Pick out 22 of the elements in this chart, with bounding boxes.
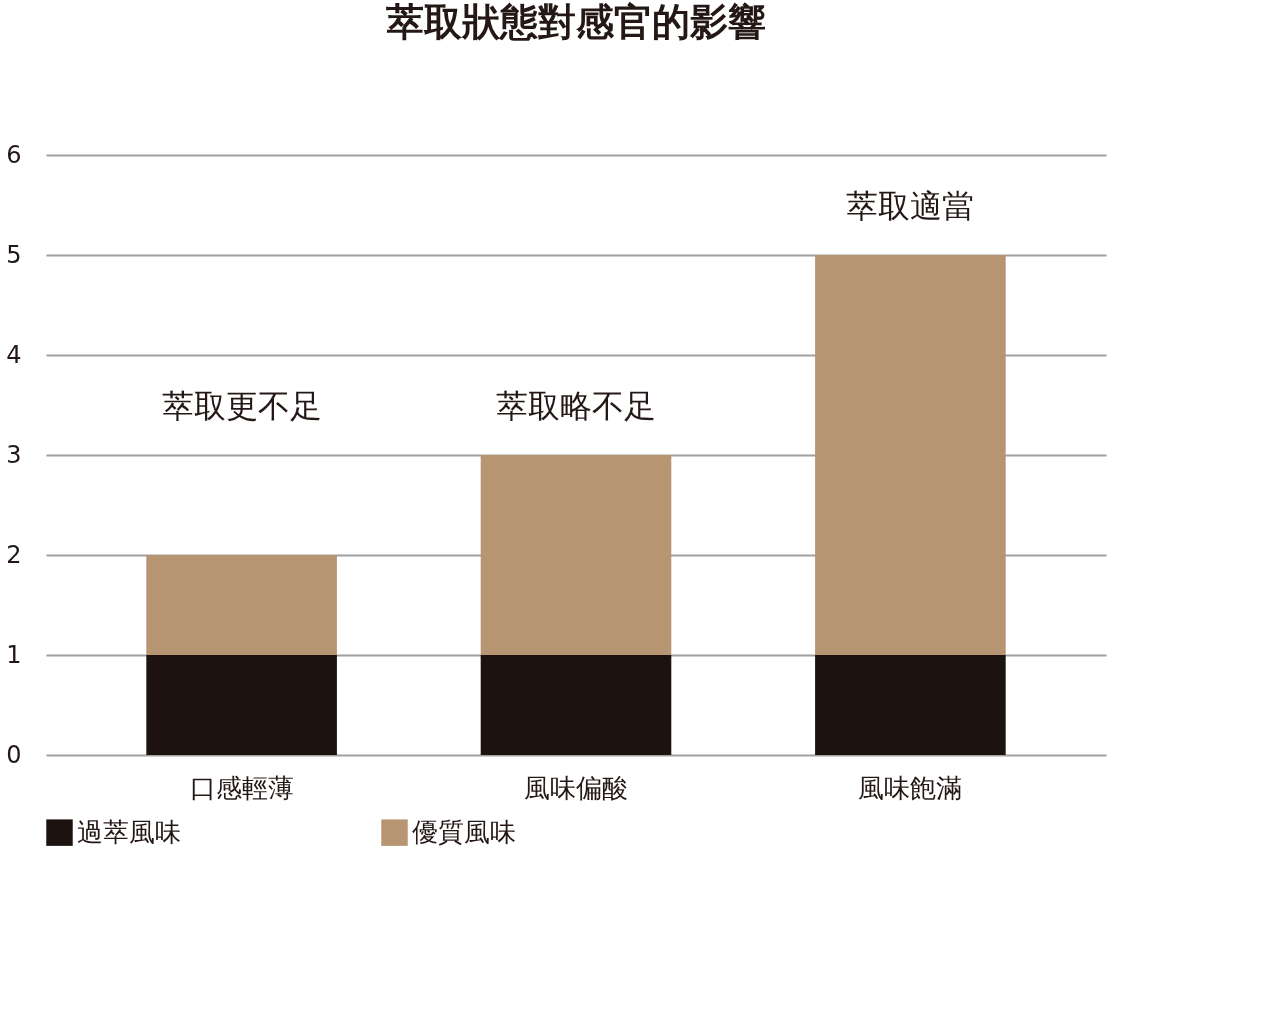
bar: [480, 655, 672, 755]
annotation: 萃取更不足: [161, 387, 322, 425]
chart-title: 萃取狀態對感官的影響: [385, 0, 766, 44]
x-tick-label: 口感輕薄: [189, 772, 294, 803]
bar: [815, 655, 1006, 755]
y-tick-label: 5: [6, 240, 22, 269]
annotation: 萃取適當: [846, 187, 975, 225]
x-tick-label: 風味飽滿: [858, 772, 963, 803]
y-tick-label: 0: [6, 740, 22, 769]
annotation: 萃取略不足: [496, 387, 656, 425]
legend-label: 過萃風味: [77, 816, 181, 847]
bar: [815, 255, 1006, 655]
bar: [146, 655, 337, 755]
y-tick-label: 6: [6, 140, 22, 169]
y-tick-label: 4: [6, 340, 22, 369]
y-tick-label: 3: [6, 440, 22, 469]
x-tick-label: 風味偏酸: [524, 772, 628, 803]
legend-label: 優質風味: [412, 816, 516, 847]
y-tick-label: 2: [6, 540, 22, 569]
bar: [146, 555, 337, 655]
y-tick-label: 1: [6, 640, 22, 669]
bar: [480, 455, 672, 655]
